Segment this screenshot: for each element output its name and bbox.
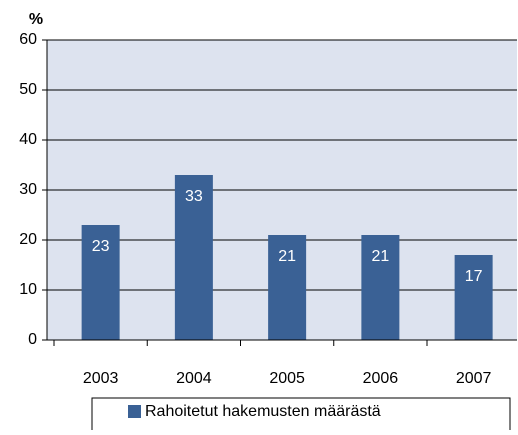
y-tick-label: 0 (28, 331, 37, 348)
bar (268, 235, 307, 340)
y-tick-label: 40 (19, 131, 37, 148)
data-label: 21 (278, 248, 296, 265)
x-tick-label: 2005 (269, 370, 305, 387)
x-tick-label: 2007 (456, 370, 492, 387)
data-label: 21 (371, 248, 389, 265)
legend-swatch (128, 405, 141, 418)
legend-label: Rahoitetut hakemusten määrästä (145, 403, 381, 420)
bar (454, 255, 493, 340)
y-tick-label: 60 (19, 31, 37, 48)
data-label: 33 (185, 188, 203, 205)
x-tick-label: 2003 (83, 370, 119, 387)
x-tick-label: 2004 (176, 370, 212, 387)
legend-box (91, 397, 511, 435)
bar (174, 175, 213, 340)
y-tick-label: 20 (19, 231, 37, 248)
y-tick-label: 30 (19, 181, 37, 198)
y-tick-label: 50 (19, 81, 37, 98)
y-tick-label: 10 (19, 281, 37, 298)
x-tick-label: 2006 (363, 370, 399, 387)
y-axis-label: % (29, 11, 43, 28)
bar (361, 235, 400, 340)
data-label: 17 (465, 268, 483, 285)
bar (81, 225, 120, 340)
data-label: 23 (92, 238, 110, 255)
